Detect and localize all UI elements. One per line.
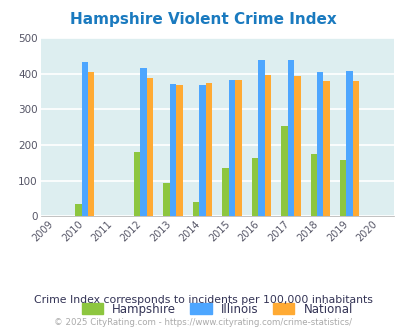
Bar	[192, 202, 199, 216]
Bar	[323, 81, 329, 216]
Bar	[251, 158, 258, 216]
Bar	[199, 84, 205, 216]
Bar	[352, 81, 358, 216]
Bar	[163, 183, 169, 216]
Text: Crime Index corresponds to incidents per 100,000 inhabitants: Crime Index corresponds to incidents per…	[34, 295, 371, 305]
Bar	[88, 72, 94, 216]
Bar	[222, 168, 228, 216]
Bar	[310, 154, 316, 216]
Bar	[258, 60, 264, 216]
Bar	[169, 83, 176, 216]
Bar	[287, 60, 293, 216]
Bar	[280, 126, 287, 216]
Bar	[134, 152, 140, 216]
Legend: Hampshire, Illinois, National: Hampshire, Illinois, National	[75, 297, 358, 322]
Bar	[293, 76, 300, 216]
Bar	[140, 68, 147, 216]
Bar	[75, 204, 81, 216]
Bar	[81, 62, 88, 216]
Bar	[147, 78, 153, 216]
Bar	[339, 160, 345, 216]
Bar	[345, 71, 352, 216]
Bar	[234, 80, 241, 216]
Bar	[176, 85, 182, 216]
Text: Hampshire Violent Crime Index: Hampshire Violent Crime Index	[69, 12, 336, 26]
Bar	[264, 75, 271, 216]
Bar	[228, 80, 234, 216]
Bar	[316, 72, 323, 216]
Bar	[205, 82, 212, 216]
Text: © 2025 CityRating.com - https://www.cityrating.com/crime-statistics/: © 2025 CityRating.com - https://www.city…	[54, 318, 351, 327]
